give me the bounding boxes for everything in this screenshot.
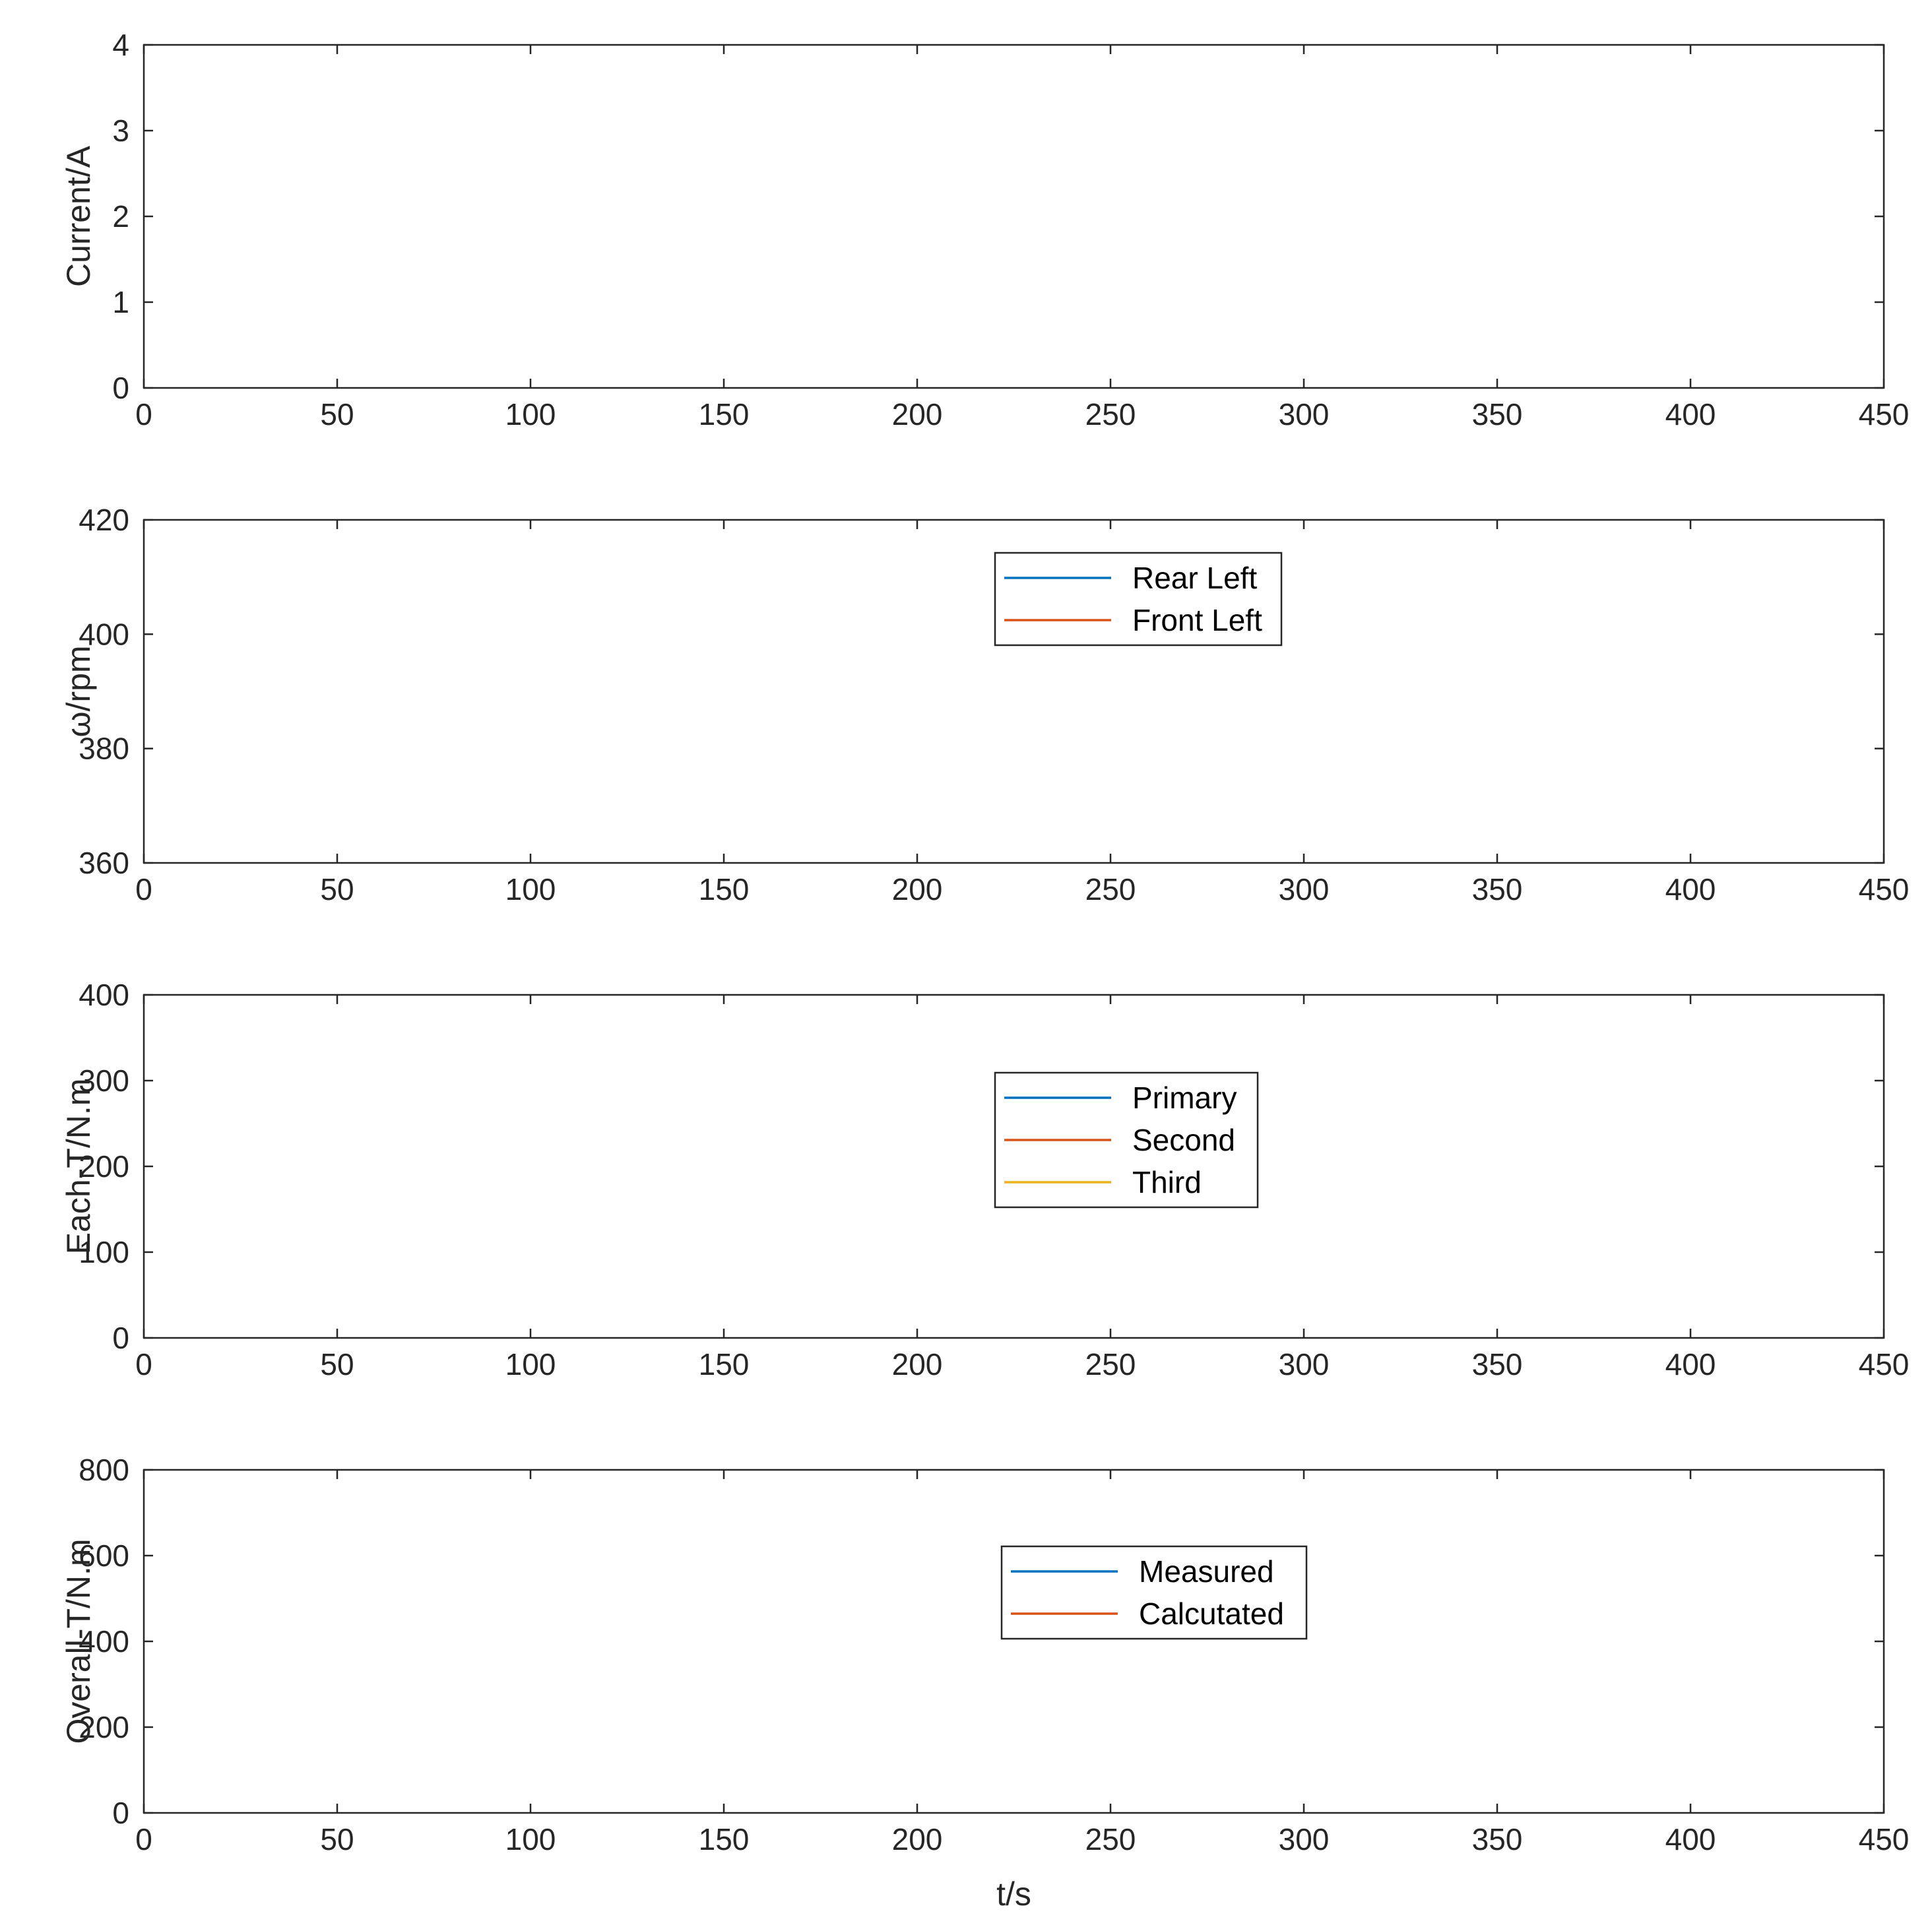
legend-label: Front Left [1132, 603, 1262, 637]
x-tick-label: 450 [1859, 1822, 1910, 1856]
legend-label: Third [1132, 1165, 1202, 1199]
x-tick-label: 100 [505, 872, 556, 906]
y-tick-label: 0 [112, 371, 129, 405]
y-tick-label: 420 [79, 503, 129, 537]
x-tick-label: 250 [1085, 397, 1136, 431]
x-tick-label: 0 [135, 872, 152, 906]
x-tick-label: 100 [505, 1822, 556, 1856]
y-tick-label: 380 [79, 732, 129, 766]
legend-label: Measured [1139, 1554, 1274, 1589]
x-tick-label: 150 [699, 872, 750, 906]
y-tick-label: 1 [112, 285, 129, 319]
y-tick-label: 400 [79, 617, 129, 651]
legend: Rear Left Front Left [994, 552, 1283, 647]
x-tick-label: 300 [1279, 872, 1330, 906]
x-axis-label: t/s [996, 1876, 1031, 1913]
x-tick-label: 200 [892, 872, 943, 906]
legend-label: Calcutated [1139, 1597, 1284, 1631]
legend-box [994, 552, 1283, 647]
legend-label: Primary [1132, 1081, 1237, 1115]
x-tick-label: 350 [1472, 397, 1523, 431]
x-tick-label: 350 [1472, 1347, 1523, 1381]
x-tick-label: 400 [1665, 872, 1716, 906]
x-tick-label: 50 [320, 872, 354, 906]
x-tick-label: 200 [892, 1347, 943, 1381]
x-tick-label: 350 [1472, 872, 1523, 906]
x-tick-label: 450 [1859, 872, 1910, 906]
x-tick-label: 400 [1665, 1347, 1716, 1381]
y-tick-label: 200 [79, 1149, 129, 1184]
y-tick-label: 4 [112, 28, 129, 62]
axes-box [143, 44, 1885, 389]
chart-panel-3: 0 50 100 150 200 250 300 350 400 450 0 100 200 300 400… [60, 978, 1909, 1381]
legend-label: Second [1132, 1123, 1235, 1157]
y-tick-label: 0 [112, 1321, 129, 1355]
x-tick-label: 150 [699, 1822, 750, 1856]
y-tick-label: 3 [112, 113, 129, 148]
chart-panel-4: 0 50 100 150 200 250 300 350 400 450 0 200 400 600 800… [60, 1453, 1909, 1913]
legend: Measured Calcutated [1000, 1545, 1308, 1640]
y-axis-label: Current/A [60, 145, 97, 287]
x-tick-label: 50 [320, 1822, 354, 1856]
y-axis-label: Each-T/N.m [60, 1079, 97, 1255]
legend: Primary Second Third [994, 1071, 1259, 1209]
x-tick-label: 0 [135, 1347, 152, 1381]
x-tick-label: 400 [1665, 397, 1716, 431]
legend-label: Rear Left [1132, 561, 1257, 595]
x-tick-label: 250 [1085, 872, 1136, 906]
x-tick-label: 0 [135, 1822, 152, 1856]
y-axis-label: Overall-T/N.m [60, 1538, 97, 1744]
x-tick-label: 100 [505, 1347, 556, 1381]
x-tick-label: 200 [892, 397, 943, 431]
x-tick-label: 350 [1472, 1822, 1523, 1856]
y-tick-label: 360 [79, 846, 129, 880]
y-tick-label: 600 [79, 1538, 129, 1573]
x-tick-label: 300 [1279, 1822, 1330, 1856]
x-tick-label: 300 [1279, 397, 1330, 431]
x-tick-label: 400 [1665, 1822, 1716, 1856]
y-tick-label: 200 [79, 1710, 129, 1744]
x-tick-label: 0 [135, 397, 152, 431]
axes-box [143, 1469, 1885, 1814]
x-tick-label: 150 [699, 1347, 750, 1381]
x-tick-label: 100 [505, 397, 556, 431]
x-tick-label: 250 [1085, 1347, 1136, 1381]
x-tick-label: 450 [1859, 397, 1910, 431]
y-tick-label: 0 [112, 1796, 129, 1830]
x-tick-label: 200 [892, 1822, 943, 1856]
x-tick-label: 150 [699, 397, 750, 431]
x-tick-label: 50 [320, 1347, 354, 1381]
y-tick-label: 800 [79, 1453, 129, 1487]
x-tick-label: 50 [320, 397, 354, 431]
y-tick-label: 400 [79, 978, 129, 1012]
x-tick-label: 300 [1279, 1347, 1330, 1381]
x-tick-label: 450 [1859, 1347, 1910, 1381]
chart-panel-2: 0 50 100 150 200 250 300 350 400 450 360 380 400 420 ω… [60, 503, 1909, 906]
chart-panel-1: 0 50 100 150 200 250 300 350 400 450 0 1 2 3 4 Current/… [60, 28, 1909, 431]
y-tick-label: 400 [79, 1624, 129, 1659]
y-tick-label: 300 [79, 1063, 129, 1098]
y-axis-label: ω/rpm [60, 645, 97, 737]
y-tick-label: 2 [112, 199, 129, 234]
y-tick-label: 100 [79, 1235, 129, 1269]
x-tick-label: 250 [1085, 1822, 1136, 1856]
legend-box [1000, 1545, 1308, 1640]
